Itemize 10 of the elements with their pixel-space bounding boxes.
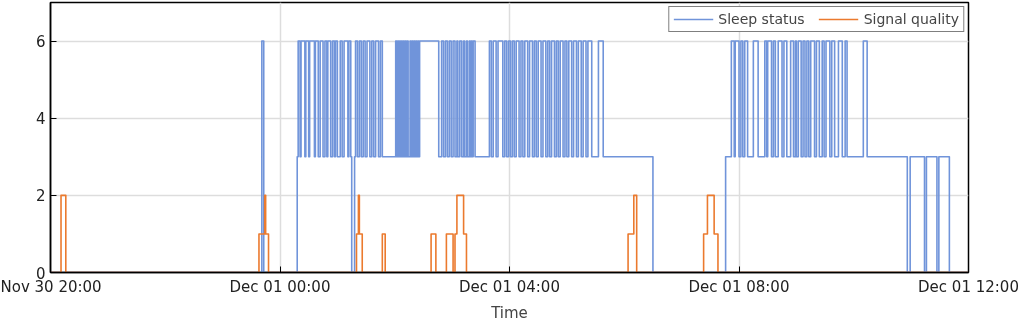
x-axis-title: Time: [490, 303, 528, 322]
x-tick-label: Dec 01 12:00: [918, 277, 1019, 296]
legend-label: Signal quality: [863, 11, 959, 27]
y-tick-label: 4: [35, 110, 46, 129]
y-tick-label: 2: [35, 187, 46, 206]
x-tick-label: Dec 01 08:00: [688, 277, 790, 296]
x-tick-label: Dec 01 04:00: [459, 277, 560, 296]
x-tick-label: Dec 01 00:00: [229, 277, 331, 296]
legend-label: Sleep status: [718, 11, 805, 27]
y-tick-label: 6: [35, 33, 46, 52]
